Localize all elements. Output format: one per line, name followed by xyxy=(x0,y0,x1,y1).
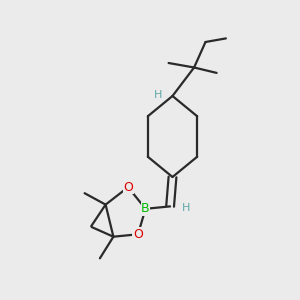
Text: H: H xyxy=(154,90,162,100)
Text: O: O xyxy=(123,181,133,194)
Text: B: B xyxy=(141,202,150,215)
Text: O: O xyxy=(133,228,143,241)
Text: H: H xyxy=(182,203,190,213)
